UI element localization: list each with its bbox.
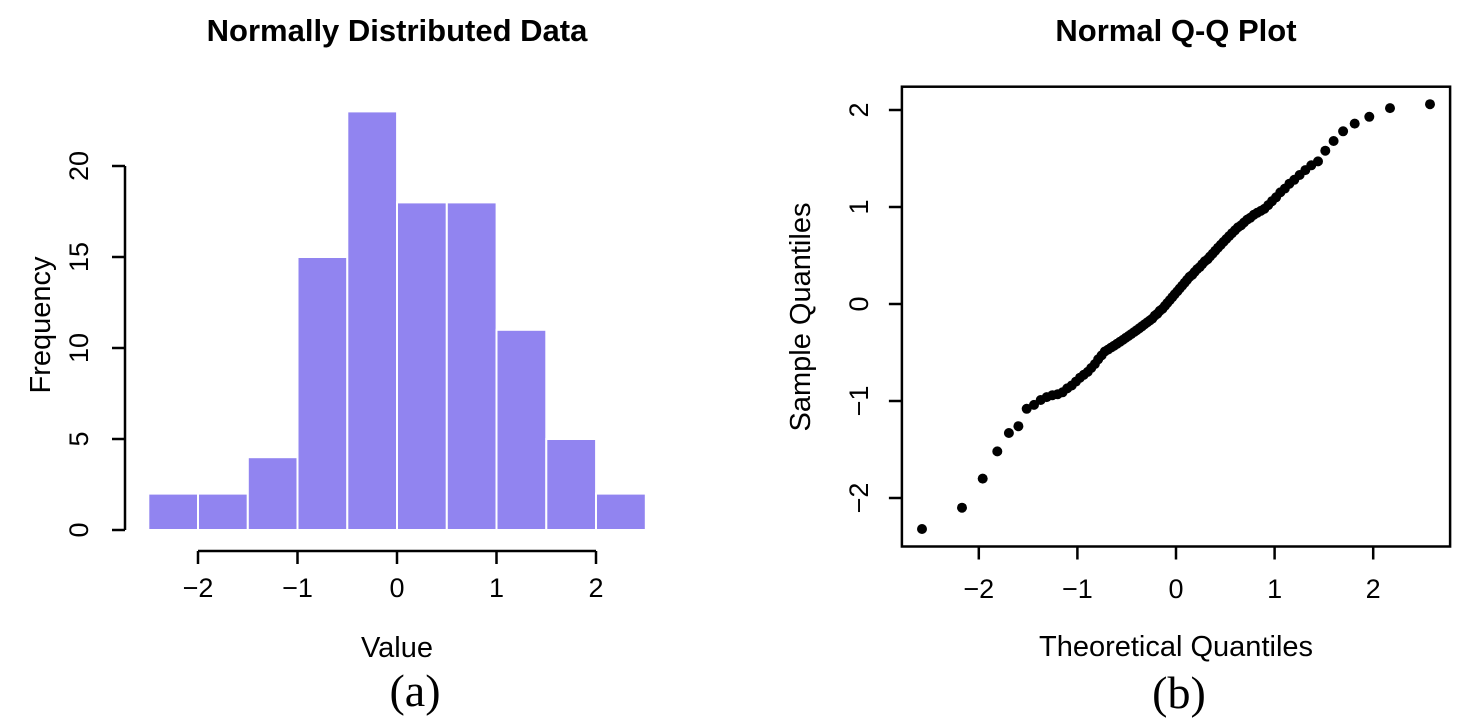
qq-point [917,524,927,534]
histogram-bar [246,456,299,532]
histogram-svg: Normally Distributed Data −2 −1 0 1 20510152… [25,13,647,716]
x-tick-label: −1 [282,573,313,603]
histogram-bar [495,328,548,531]
y-tick-label: −2 [844,483,874,514]
qq-point [1364,111,1375,122]
qq-plot-svg: Normal Q-Q Plot −2 −1 0 1 2 −2 −1 0 1 2 Theoretic… [785,13,1452,718]
qq-point [1003,428,1014,438]
qq-point [957,502,967,513]
histogram-y-axis-label: Frequency [25,256,57,394]
qq-point [1385,103,1395,114]
x-tick-label: 2 [588,573,603,603]
x-tick-label: −1 [1062,574,1093,604]
histogram-panel: Normally Distributed Data −2 −1 0 1 2 0 5 10 15 2… [25,13,647,716]
x-tick-label: −2 [963,574,994,604]
qq-point [1425,99,1435,110]
qq-caption: (b) [1152,667,1206,718]
qq-point [1320,145,1331,156]
y-tick-label: 5 [64,431,94,446]
qq-point [1313,156,1323,167]
qq-point [1013,421,1024,432]
histogram-x-axis-label: Value [361,632,433,664]
histogram-bar [147,492,200,532]
qq-point [992,446,1003,457]
y-tick-label: 2 [844,102,874,117]
histogram-bar [595,492,647,532]
y-tick-label: 10 [64,333,94,363]
x-tick-label: 1 [1267,574,1282,604]
y-tick-label: 1 [844,199,874,214]
histogram-title: Normally Distributed Data [207,13,588,48]
histogram-bar [396,201,448,531]
x-tick-label: 2 [1366,574,1381,604]
histogram-bar [346,110,399,532]
y-tick-label: 20 [64,151,94,181]
qq-point [1328,136,1339,146]
qq-point [1349,118,1360,129]
qq-y-axis-label: Sample Quantiles [785,203,817,432]
y-tick-label: 0 [844,296,874,311]
x-tick-label: 1 [489,573,504,603]
histogram-bar [445,201,498,531]
qq-point [977,473,988,484]
y-tick-label: 15 [64,242,94,272]
histogram-caption: (a) [389,665,440,716]
histogram-bar [197,492,249,532]
qq-plot-panel: Normal Q-Q Plot −2 −1 0 1 2 −2 −1 0 1 2 Theoretic… [736,0,1472,726]
x-tick-label: 0 [1168,574,1183,604]
qq-title: Normal Q-Q Plot [1055,13,1296,48]
qq-point [1021,403,1032,414]
qq-plot-area: −2 −1 0 1 2 −2 −1 0 1 2 [844,85,1452,604]
y-tick-label: −1 [844,386,874,417]
x-tick-label: 0 [389,573,404,603]
histogram-bar [296,256,349,531]
x-tick-label: −2 [183,573,214,603]
y-tick-label: 0 [64,522,94,537]
qq-point [1338,126,1349,137]
histogram-bar [545,438,598,531]
qq-x-axis-label: Theoretical Quantiles [1039,631,1313,663]
